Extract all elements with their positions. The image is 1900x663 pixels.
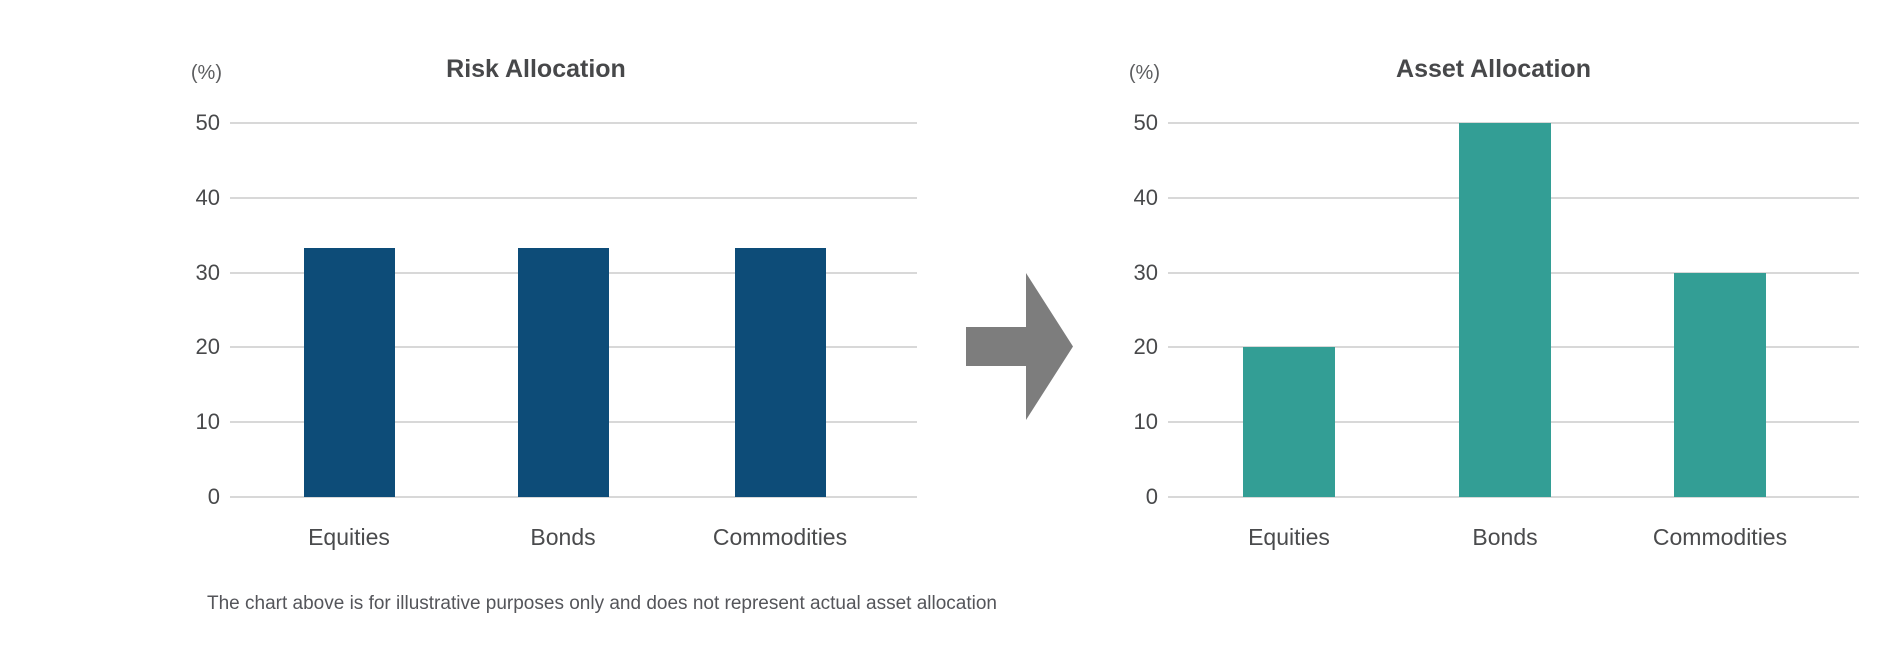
y-tick-label-30: 30: [195, 260, 220, 285]
x-category-label-commodities: Commodities: [1652, 524, 1788, 550]
bar-equities: [303, 248, 395, 497]
x-category-label-bonds: Bonds: [1472, 524, 1538, 550]
y-tick-label-20: 20: [195, 334, 220, 359]
x-category-label-equities: Equities: [308, 524, 390, 550]
y-tick-label-50: 50: [1133, 110, 1158, 135]
y-tick-label-0: 0: [1145, 484, 1158, 509]
y-tick-label-10: 10: [195, 409, 220, 434]
bar-equities: [1243, 347, 1335, 497]
y-tick-label-40: 40: [1133, 185, 1158, 210]
bar-bonds: [1459, 123, 1551, 497]
risk-allocation-chart-title: Risk Allocation: [446, 55, 626, 83]
y-tick-label-10: 10: [1133, 409, 1158, 434]
bar-commodities: [734, 248, 826, 497]
gridline-50: [230, 122, 917, 124]
y-axis-unit-label: (%): [190, 62, 222, 84]
right-arrow-shape: [966, 273, 1073, 420]
y-axis-unit-label: (%): [1128, 62, 1160, 84]
gridline-40: [230, 197, 917, 199]
x-category-label-equities: Equities: [1248, 524, 1330, 550]
x-category-label-commodities: Commodities: [712, 524, 848, 550]
y-tick-label-30: 30: [1133, 260, 1158, 285]
y-tick-label-20: 20: [1133, 334, 1158, 359]
y-tick-label-40: 40: [195, 185, 220, 210]
gridline-0: [1168, 496, 1859, 498]
y-tick-label-50: 50: [195, 110, 220, 135]
y-tick-label-0: 0: [207, 484, 220, 509]
asset-allocation-chart-title: Asset Allocation: [1396, 55, 1591, 83]
x-category-label-bonds: Bonds: [530, 524, 596, 550]
gridline-0: [230, 496, 917, 498]
right-arrow-icon: [966, 273, 1073, 420]
bar-commodities: [1674, 273, 1766, 497]
disclaimer-footnote: The chart above is for illustrative purp…: [207, 593, 998, 614]
bar-bonds: [517, 248, 609, 497]
